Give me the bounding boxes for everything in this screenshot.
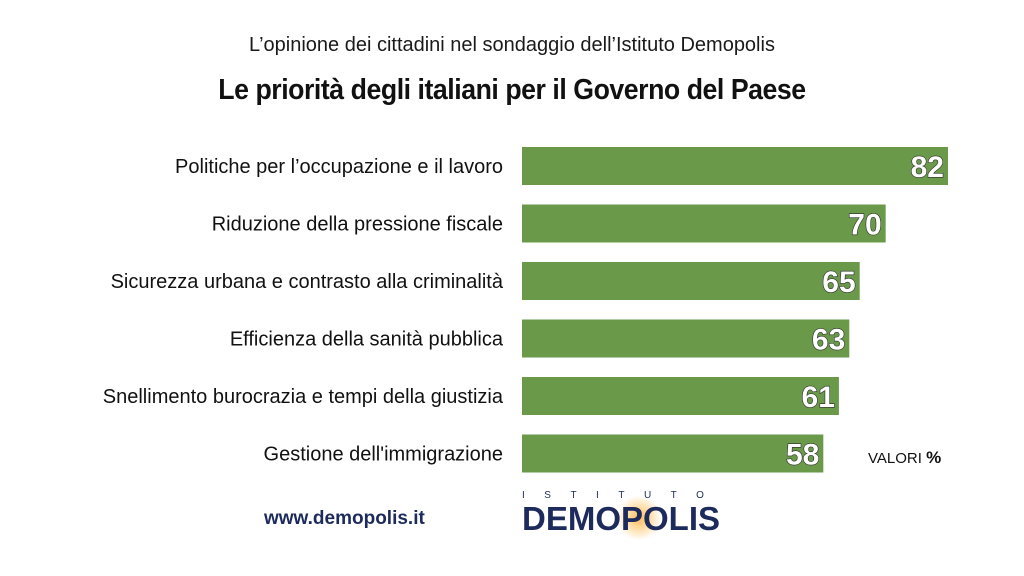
demopolis-logo: ISTITUTO DEMOPOLIS — [522, 490, 782, 540]
value-label: 70 — [848, 209, 881, 242]
chart-title: Le priorità degli italiani per il Govern… — [218, 74, 806, 106]
value-label: 82 — [911, 151, 944, 184]
value-label: 61 — [802, 381, 835, 414]
logo-top-text: ISTITUTO — [522, 490, 724, 501]
value-label: 63 — [812, 324, 845, 357]
category-label: Snellimento burocrazia e tempi della giu… — [103, 386, 504, 408]
units-label: VALORI % — [868, 448, 941, 468]
website-link[interactable]: www.demopolis.it — [264, 508, 425, 529]
logo-glow — [617, 496, 661, 540]
bar — [522, 147, 948, 185]
category-label: Efficienza della sanità pubblica — [230, 329, 504, 351]
category-label: Riduzione della pressione fiscale — [212, 214, 503, 236]
units-symbol: % — [926, 448, 942, 467]
chart-subtitle: L’opinione dei cittadini nel sondaggio d… — [249, 34, 775, 56]
bar — [522, 377, 839, 415]
bar — [522, 434, 824, 473]
value-label: 58 — [786, 439, 819, 472]
bar — [522, 204, 886, 243]
bar — [522, 262, 860, 300]
bar — [522, 319, 850, 358]
category-label: Gestione dell'immigrazione — [264, 444, 503, 466]
value-label: 65 — [822, 266, 855, 299]
category-label: Politiche per l’occupazione e il lavoro — [175, 156, 503, 178]
units-text: VALORI — [868, 450, 922, 467]
logo-main-text: DEMOPOLIS — [522, 500, 721, 537]
category-label: Sicurezza urbana e contrasto alla crimin… — [111, 271, 504, 293]
